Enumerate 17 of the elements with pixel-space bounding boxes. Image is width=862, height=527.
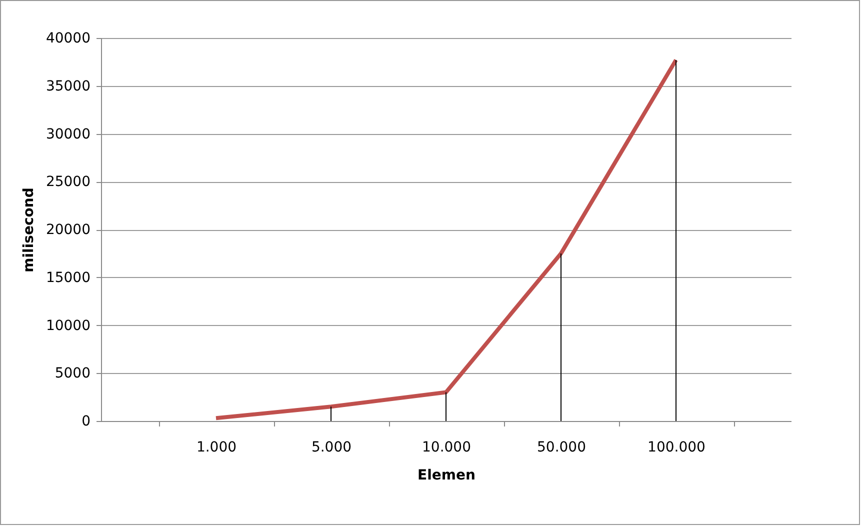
- line-series: [214, 58, 678, 420]
- x-tick-label: 5.000: [311, 440, 352, 456]
- y-tick-label: 20000: [46, 222, 90, 238]
- x-tick-label: 100.000: [648, 440, 706, 456]
- y-tick-label: 40000: [46, 30, 90, 46]
- y-tick-label: 25000: [46, 174, 90, 190]
- x-tick-label: 50.000: [537, 440, 586, 456]
- y-tick-label: 5000: [54, 366, 90, 382]
- y-tick-label: 10000: [46, 318, 90, 334]
- y-tick-label: 30000: [46, 126, 90, 142]
- y-tick-label: 0: [82, 414, 90, 430]
- x-axis-title: Elemen: [418, 468, 476, 484]
- x-tick-label: 10.000: [422, 440, 471, 456]
- y-tick-label: 15000: [46, 270, 90, 286]
- x-tick-label: 1.000: [196, 440, 237, 456]
- y-tick-label: 35000: [46, 78, 90, 94]
- y-axis-title: milisecond: [20, 188, 37, 272]
